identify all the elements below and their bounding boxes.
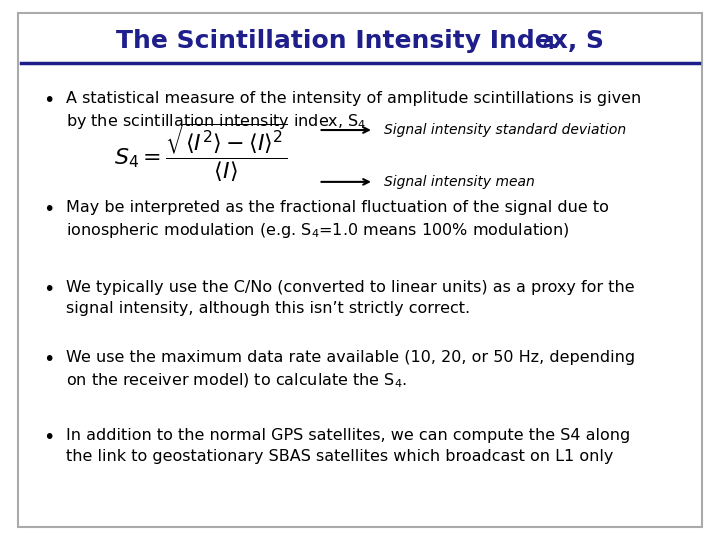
Text: Signal intensity standard deviation: Signal intensity standard deviation	[384, 123, 626, 137]
Text: 4: 4	[541, 35, 554, 53]
Text: The Scintillation Intensity Index, S: The Scintillation Intensity Index, S	[116, 29, 604, 53]
Text: In addition to the normal GPS satellites, we can compute the S4 along
the link t: In addition to the normal GPS satellites…	[66, 428, 631, 463]
Text: May be interpreted as the fractional fluctuation of the signal due to
ionospheri: May be interpreted as the fractional flu…	[66, 200, 609, 240]
Text: •: •	[43, 280, 55, 299]
Text: We use the maximum data rate available (10, 20, or 50 Hz, depending
on the recei: We use the maximum data rate available (…	[66, 350, 635, 390]
Text: We typically use the C/No (converted to linear units) as a proxy for the
signal : We typically use the C/No (converted to …	[66, 280, 635, 316]
Text: •: •	[43, 91, 55, 110]
Text: •: •	[43, 428, 55, 447]
Text: A statistical measure of the intensity of amplitude scintillations is given
by t: A statistical measure of the intensity o…	[66, 91, 642, 131]
Text: •: •	[43, 200, 55, 219]
Text: $S_4 = \dfrac{\sqrt{\langle I^2 \rangle - \langle I \rangle^2}}{\langle I \rangl: $S_4 = \dfrac{\sqrt{\langle I^2 \rangle …	[114, 122, 288, 185]
Text: Signal intensity mean: Signal intensity mean	[384, 175, 535, 189]
Text: •: •	[43, 350, 55, 369]
